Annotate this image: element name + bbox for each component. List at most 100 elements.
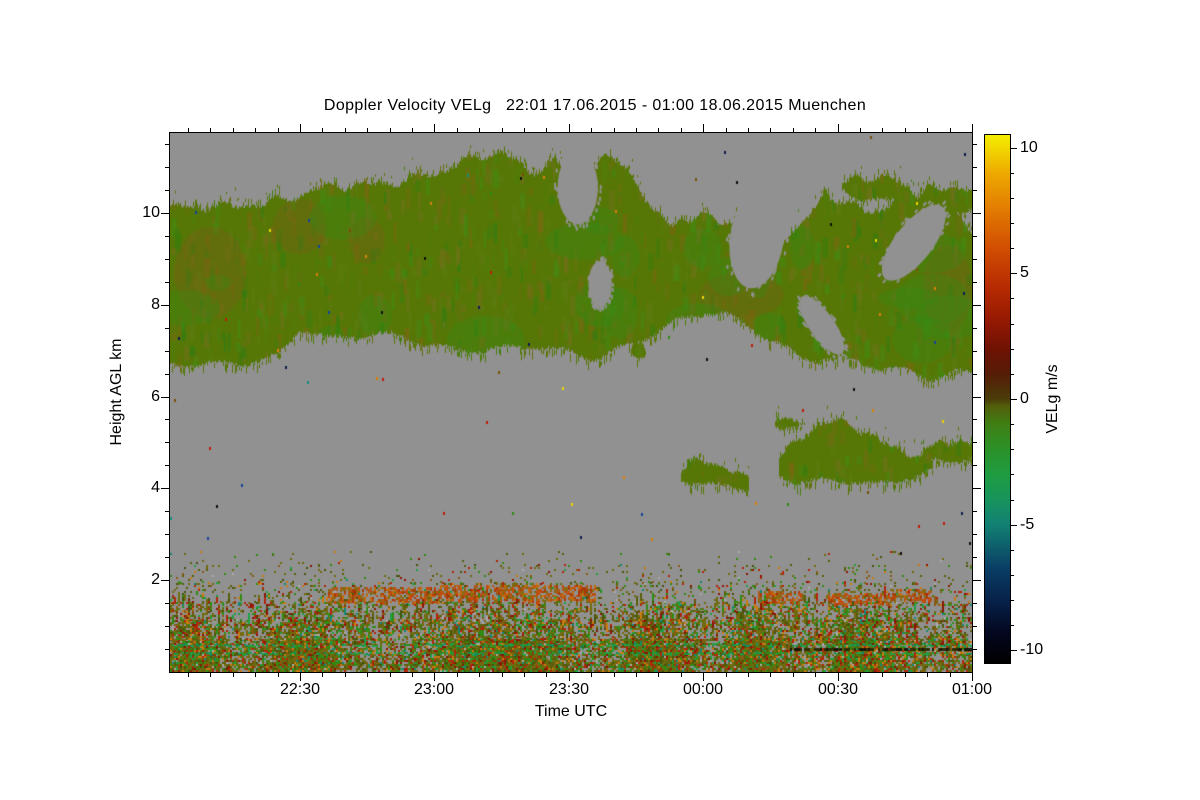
axis-tick	[927, 128, 928, 132]
colorbar-tick-label: 10	[1020, 139, 1038, 156]
colorbar-tick-label: 5	[1020, 264, 1029, 281]
axis-tick	[681, 128, 682, 132]
axis-tick	[973, 649, 977, 650]
y-tick-label: 10	[142, 204, 160, 221]
axis-tick	[161, 213, 169, 214]
axis-tick	[905, 128, 906, 132]
axis-tick	[161, 488, 169, 489]
x-tick-label: 22:30	[279, 681, 321, 698]
axis-tick	[748, 673, 749, 677]
axis-tick	[255, 673, 256, 677]
axis-tick	[927, 673, 928, 677]
y-tick-label: 8	[151, 296, 160, 313]
axis-tick	[591, 673, 592, 677]
axis-tick	[703, 673, 704, 681]
axis-tick	[165, 144, 169, 145]
axis-tick	[1011, 600, 1014, 601]
axis-tick	[973, 144, 977, 145]
axis-tick	[165, 465, 169, 466]
axis-tick	[1011, 525, 1017, 526]
axis-tick	[973, 557, 977, 558]
axis-tick	[165, 649, 169, 650]
axis-tick	[165, 557, 169, 558]
axis-tick	[1011, 273, 1017, 274]
axis-tick	[770, 673, 771, 677]
axis-tick	[1011, 650, 1017, 651]
axis-tick	[457, 128, 458, 132]
colorbar-gradient	[984, 134, 1011, 664]
axis-tick	[973, 488, 981, 489]
axis-tick	[479, 128, 480, 132]
axis-tick	[1011, 550, 1014, 551]
axis-tick	[614, 673, 615, 677]
axis-tick	[434, 673, 435, 681]
axis-tick	[973, 603, 977, 604]
axis-tick	[950, 128, 951, 132]
axis-tick	[457, 673, 458, 677]
axis-tick	[233, 673, 234, 677]
axis-tick	[1011, 424, 1014, 425]
axis-tick	[1011, 298, 1014, 299]
axis-tick	[165, 328, 169, 329]
axis-tick	[1011, 349, 1014, 350]
axis-tick	[165, 190, 169, 191]
y-tick-label: 2	[151, 571, 160, 588]
axis-tick	[1011, 173, 1014, 174]
axis-tick	[165, 351, 169, 352]
axis-tick	[815, 673, 816, 677]
axis-tick	[748, 128, 749, 132]
axis-tick	[278, 128, 279, 132]
axis-tick	[300, 673, 301, 681]
axis-tick	[390, 673, 391, 677]
axis-tick	[165, 511, 169, 512]
axis-tick	[973, 236, 977, 237]
heatmap-canvas	[170, 133, 972, 672]
axis-tick	[770, 128, 771, 132]
axis-tick	[1011, 625, 1014, 626]
x-axis-title: Time UTC	[534, 703, 608, 720]
axis-tick	[973, 374, 977, 375]
axis-tick	[973, 259, 977, 260]
axis-tick	[434, 124, 435, 132]
axis-tick	[973, 328, 977, 329]
colorbar-title: VELg m/s	[1044, 364, 1061, 434]
axis-tick	[726, 673, 727, 677]
axis-tick	[973, 351, 977, 352]
axis-tick	[524, 673, 525, 677]
axis-tick	[860, 128, 861, 132]
axis-tick	[1011, 474, 1014, 475]
axis-tick	[972, 673, 973, 681]
axis-tick	[1011, 500, 1014, 501]
x-tick-label: 23:00	[413, 681, 455, 698]
axis-tick	[188, 673, 189, 677]
colorbar-tick-label: -5	[1020, 516, 1035, 533]
axis-tick	[793, 128, 794, 132]
axis-tick	[345, 673, 346, 677]
axis-tick	[161, 397, 169, 398]
axis-tick	[973, 397, 981, 398]
axis-tick	[973, 190, 977, 191]
axis-tick	[1011, 449, 1014, 450]
axis-tick	[390, 128, 391, 132]
axis-tick	[973, 305, 981, 306]
x-tick-label: 23:30	[548, 681, 590, 698]
axis-tick	[838, 673, 839, 681]
axis-tick	[973, 626, 977, 627]
axis-tick	[793, 673, 794, 677]
axis-tick	[161, 305, 169, 306]
axis-tick	[165, 534, 169, 535]
axis-tick	[524, 128, 525, 132]
axis-tick	[838, 124, 839, 132]
axis-tick	[165, 603, 169, 604]
axis-tick	[546, 673, 547, 677]
axis-tick	[300, 124, 301, 132]
axis-tick	[165, 626, 169, 627]
axis-tick	[165, 282, 169, 283]
axis-tick	[165, 167, 169, 168]
y-axis-title: Height AGL km	[108, 338, 125, 446]
axis-tick	[973, 419, 977, 420]
axis-tick	[636, 128, 637, 132]
x-tick-label: 01:00	[951, 681, 993, 698]
axis-tick	[973, 282, 977, 283]
axis-tick	[973, 511, 977, 512]
